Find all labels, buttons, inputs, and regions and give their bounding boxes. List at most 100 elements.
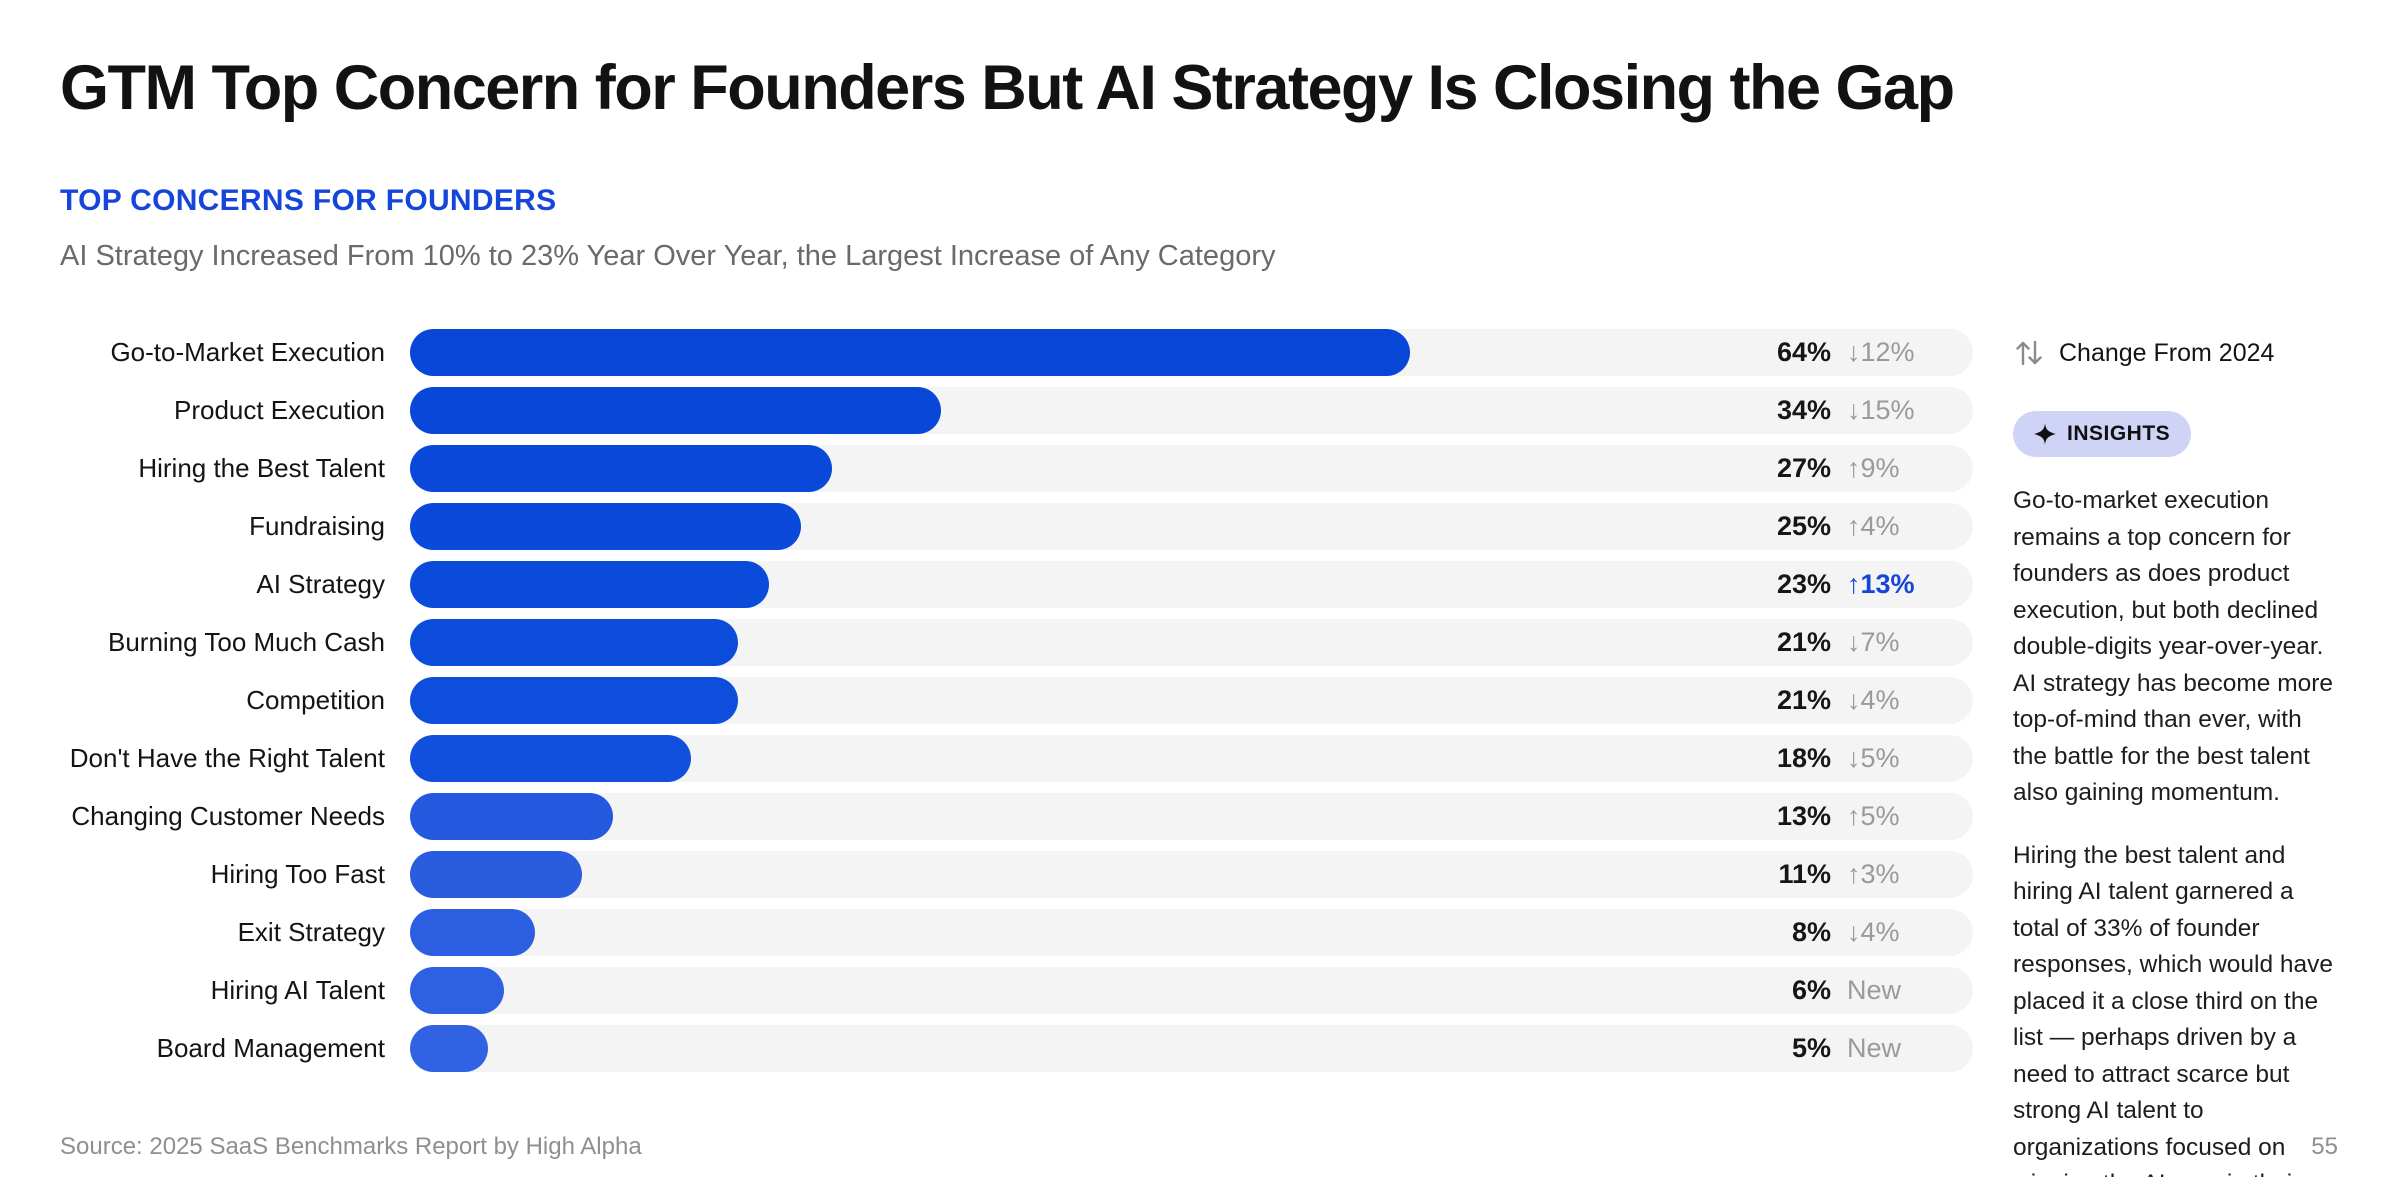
- bar-track: 27% ↑9%: [410, 445, 1973, 492]
- bar-track: 21% ↓4%: [410, 677, 1973, 724]
- bar-track: 6% New: [410, 967, 1973, 1014]
- bar-row: Changing Customer Needs 13% ↑5%: [60, 793, 1973, 840]
- bar-row: Exit Strategy 8% ↓4%: [60, 909, 1973, 956]
- category-label: Board Management: [156, 1033, 385, 1063]
- bar-row: Fundraising 25% ↑4%: [60, 503, 1973, 550]
- bar-fill: [410, 561, 770, 608]
- category-label: Exit Strategy: [237, 917, 385, 947]
- change-label: ↓7%: [1847, 627, 1900, 657]
- category-label: Hiring Too Fast: [210, 859, 385, 889]
- value-label: 18%: [1776, 743, 1831, 773]
- bar-metrics: 21% ↓7%: [1751, 619, 1947, 666]
- value-label: 8%: [1791, 917, 1831, 947]
- bar-fill: [410, 967, 504, 1014]
- change-label: ↓12%: [1847, 337, 1915, 367]
- bar-metrics: 23% ↑13%: [1751, 561, 1947, 608]
- change-label: ↑5%: [1847, 801, 1900, 831]
- sidebar: Change From 2024 INSIGHTS Go-to-market e…: [2013, 329, 2340, 1177]
- value-label: 34%: [1776, 395, 1831, 425]
- change-label: ↑13%: [1847, 569, 1915, 599]
- chart-subtitle: AI Strategy Increased From 10% to 23% Ye…: [60, 240, 1276, 272]
- bar-chart: Go-to-Market Execution 64% ↓12% Product Exe…: [60, 329, 1973, 1177]
- change-label: ↑4%: [1847, 511, 1900, 541]
- bar-fill: [410, 677, 739, 724]
- insight-paragraph-1: Go-to-market execution remains a top con…: [2013, 487, 2334, 806]
- page-title: GTM Top Concern for Founders But AI Stra…: [60, 53, 1955, 123]
- bar-metrics: 34% ↓15%: [1751, 387, 1947, 434]
- bar-row: Don't Have the Right Talent 18% ↓5%: [60, 735, 1973, 782]
- bar-row: Go-to-Market Execution 64% ↓12%: [60, 329, 1973, 376]
- change-label: ↓4%: [1847, 917, 1900, 947]
- bar-track: 34% ↓15%: [410, 387, 1973, 434]
- bar-track: 5% New: [410, 1025, 1973, 1072]
- change-legend: Change From 2024: [2013, 337, 2340, 369]
- bar-fill: [410, 503, 801, 550]
- value-label: 64%: [1776, 337, 1831, 367]
- bar-row: AI Strategy 23% ↑13%: [60, 561, 1973, 608]
- bar-row: Product Execution 34% ↓15%: [60, 387, 1973, 434]
- bar-fill: [410, 387, 942, 434]
- bar-metrics: 21% ↓4%: [1751, 677, 1947, 724]
- value-label: 21%: [1776, 627, 1831, 657]
- content-area: Go-to-Market Execution 64% ↓12% Product Exe…: [60, 329, 2340, 1177]
- bar-fill: [410, 851, 582, 898]
- bar-fill: [410, 619, 739, 666]
- bar-fill: [410, 735, 692, 782]
- bar-fill: [410, 445, 832, 492]
- value-label: 13%: [1776, 801, 1831, 831]
- bar-row: Burning Too Much Cash 21% ↓7%: [60, 619, 1973, 666]
- bar-metrics: 6% New: [1751, 967, 1947, 1014]
- bar-track: 64% ↓12%: [410, 329, 1973, 376]
- change-label: ↑9%: [1847, 453, 1900, 483]
- bar-track: 18% ↓5%: [410, 735, 1973, 782]
- category-label: Fundraising: [249, 511, 385, 541]
- bar-metrics: 27% ↑9%: [1751, 445, 1947, 492]
- sparkle-star-icon: [2034, 423, 2056, 445]
- insights-badge: INSIGHTS: [2013, 411, 2192, 457]
- category-label: Hiring AI Talent: [210, 975, 385, 1005]
- change-label: New: [1847, 975, 1902, 1005]
- bar-fill: [410, 329, 1411, 376]
- category-label: Burning Too Much Cash: [107, 627, 385, 657]
- bar-metrics: 18% ↓5%: [1751, 735, 1947, 782]
- category-label: Hiring the Best Talent: [138, 453, 385, 483]
- change-label: ↓4%: [1847, 685, 1900, 715]
- bar-track: 8% ↓4%: [410, 909, 1973, 956]
- bar-row: Hiring AI Talent 6% New: [60, 967, 1973, 1014]
- value-label: 11%: [1778, 859, 1831, 889]
- bar-metrics: 25% ↑4%: [1751, 503, 1947, 550]
- insights-text: Go-to-market execution remains a top con…: [2013, 483, 2340, 1177]
- category-label: Changing Customer Needs: [71, 801, 385, 831]
- change-legend-label: Change From 2024: [2059, 338, 2275, 367]
- category-label: Don't Have the Right Talent: [69, 743, 385, 773]
- source-attribution: Source: 2025 SaaS Benchmarks Report by H…: [60, 1133, 642, 1160]
- change-label: ↓5%: [1847, 743, 1900, 773]
- bar-track: 23% ↑13%: [410, 561, 1973, 608]
- bar-row: Competition 21% ↓4%: [60, 677, 1973, 724]
- up-down-arrows-icon: [2013, 337, 2045, 369]
- bar-metrics: 8% ↓4%: [1751, 909, 1947, 956]
- bar-fill: [410, 909, 536, 956]
- value-label: 5%: [1791, 1033, 1831, 1063]
- bar-fill: [410, 793, 614, 840]
- category-label: AI Strategy: [256, 569, 385, 599]
- category-label: Product Execution: [173, 395, 385, 425]
- bar-track: 21% ↓7%: [410, 619, 1973, 666]
- value-label: 27%: [1776, 453, 1831, 483]
- change-label: ↓15%: [1847, 395, 1915, 425]
- category-label: Go-to-Market Execution: [110, 337, 385, 367]
- change-label: New: [1847, 1033, 1902, 1063]
- category-label: Competition: [246, 685, 385, 715]
- bar-metrics: 5% New: [1751, 1025, 1947, 1072]
- value-label: 21%: [1776, 685, 1831, 715]
- insight-paragraph-2: Hiring the best talent and hiring AI tal…: [2013, 841, 2334, 1177]
- insights-badge-label: INSIGHTS: [2067, 422, 2171, 445]
- bar-metrics: 13% ↑5%: [1751, 793, 1947, 840]
- bar-row: Hiring Too Fast 11% ↑3%: [60, 851, 1973, 898]
- page-number: 55: [2311, 1133, 2338, 1160]
- bar-track: 13% ↑5%: [410, 793, 1973, 840]
- bar-row: Hiring the Best Talent 27% ↑9%: [60, 445, 1973, 492]
- change-label: ↑3%: [1847, 859, 1900, 889]
- bar-fill: [410, 1025, 489, 1072]
